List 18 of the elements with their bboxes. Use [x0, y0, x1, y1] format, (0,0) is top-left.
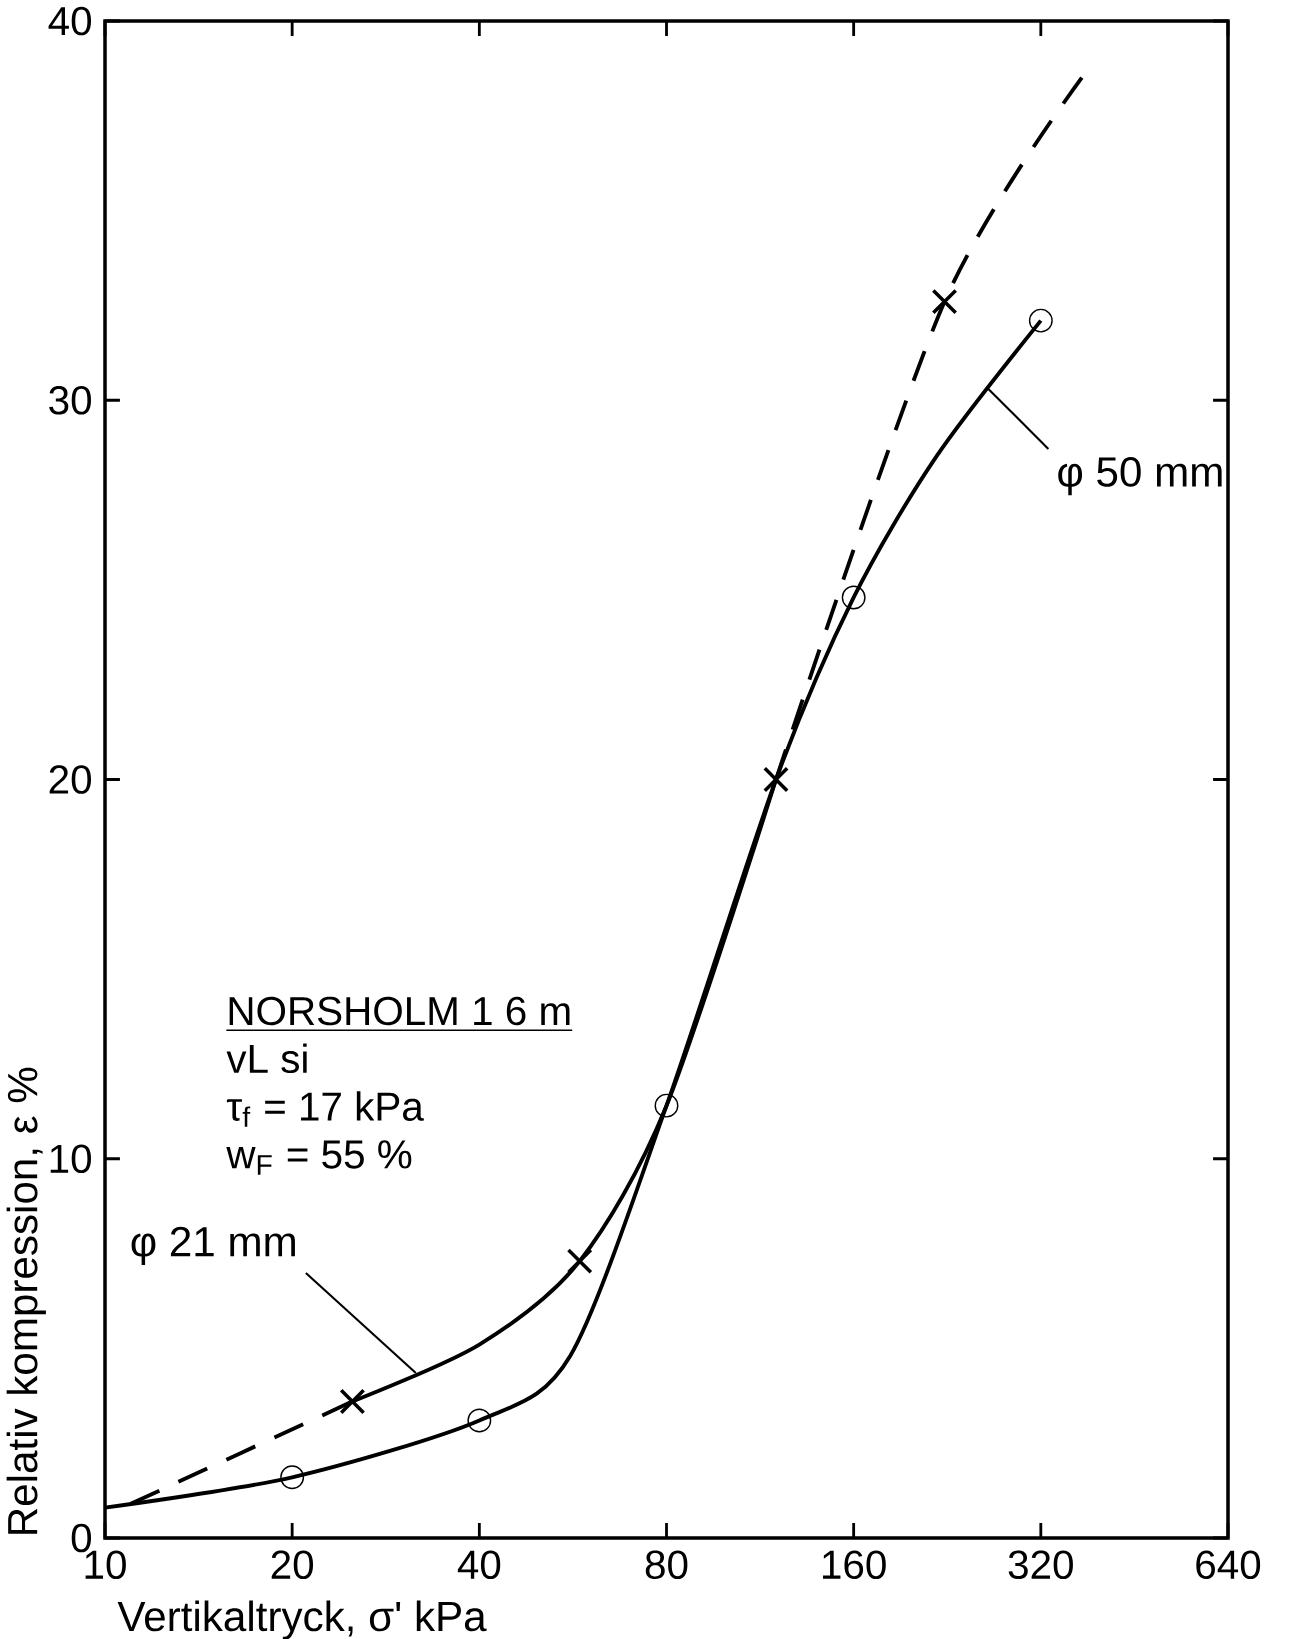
annotation: τ$_{f}$ = 17 kPa [226, 1091, 424, 1127]
y-tick-label: 30 [49, 385, 91, 415]
y-axis-title: Relativ kompression, ε % [6, 1067, 46, 1534]
y-tick-label: 40 [48, 6, 91, 36]
annotation: vL si [226, 1043, 307, 1074]
y-tick-label: 10 [50, 1144, 91, 1174]
annotation: w$_{F}$ = 55 % [226, 1140, 412, 1175]
x-tick-label: 160 [823, 1550, 886, 1580]
x-tick-label: 320 [1008, 1550, 1073, 1580]
x-tick-label: 80 [645, 1550, 688, 1580]
x-tick-label: 640 [1196, 1550, 1261, 1580]
x-tick-label: 20 [271, 1550, 314, 1580]
legend-label: φ 50 mm [1058, 456, 1222, 496]
y-tick-label: 20 [49, 765, 91, 794]
text: φ 21 mm [131, 1226, 295, 1265]
x-tick-label: 40 [457, 1550, 501, 1580]
x-axis-title: Vertikaltryck, σ' kPa [117, 1600, 487, 1639]
annotation: NORSHOLM 1 6 m [229, 996, 570, 1026]
